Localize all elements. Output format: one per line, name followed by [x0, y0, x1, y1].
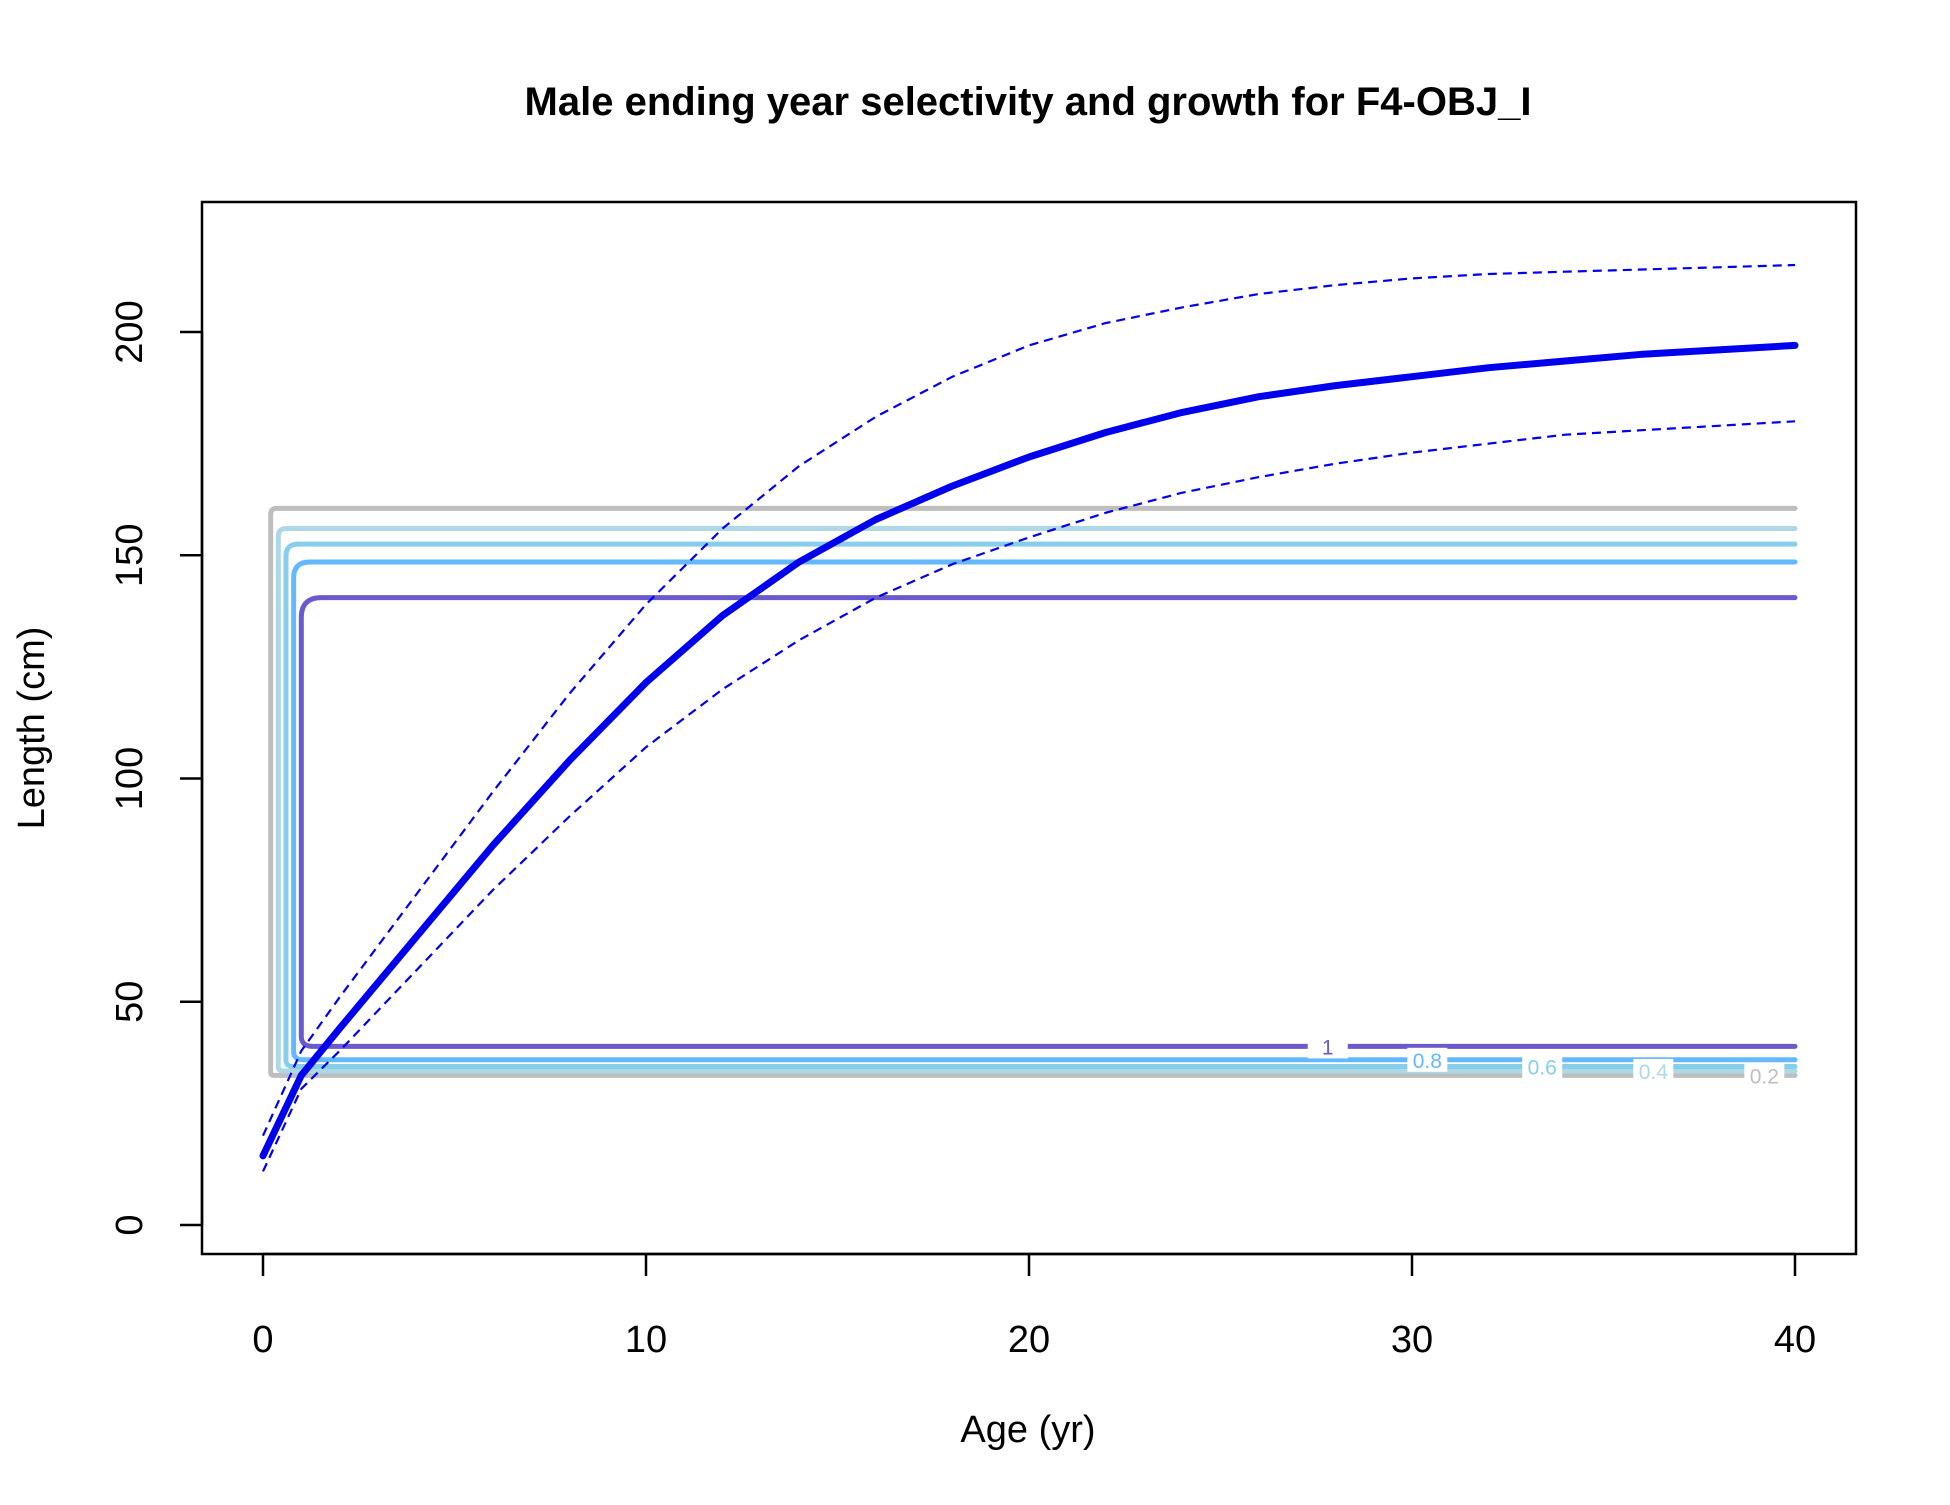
contour-label-gap-0-2	[1744, 1063, 1785, 1088]
contour-label-1: 1	[1322, 1036, 1334, 1059]
y-axis-label: Length (cm)	[11, 627, 53, 830]
contour-label-0-4: 0.4	[1639, 1061, 1669, 1084]
growth-lower-ci-line	[262, 420, 1796, 1172]
selectivity-contour-0-8	[291, 559, 1798, 1063]
selectivity-contour-0-4	[275, 525, 1798, 1074]
x-axis-label: Age (yr)	[960, 1409, 1095, 1451]
growth-mean-line	[259, 341, 1799, 1160]
contour-label-0-8: 0.8	[1413, 1050, 1442, 1073]
contour-label-0-2: 0.2	[1750, 1065, 1779, 1088]
contour-label-gap-1	[1307, 1034, 1348, 1059]
y-tick-label: 200	[109, 300, 151, 363]
contour-label-0-6: 0.6	[1528, 1056, 1557, 1079]
selectivity-contour-0-2	[268, 505, 1798, 1078]
y-tick-label: 50	[109, 981, 151, 1023]
y-tick-label: 150	[109, 524, 151, 587]
selectivity-contour-1	[298, 595, 1798, 1049]
contour-label-gap-0-4	[1633, 1058, 1674, 1083]
x-tick-label: 20	[1008, 1319, 1050, 1361]
x-tick-label: 40	[1774, 1319, 1816, 1361]
y-tick-label: 100	[109, 747, 151, 810]
selectivity-contour-0-6	[283, 541, 1798, 1069]
x-tick-label: 0	[252, 1319, 273, 1361]
y-axis: 0 50 100 150 200	[109, 300, 204, 1236]
x-tick-label: 10	[625, 1319, 667, 1361]
y-tick-label: 0	[109, 1214, 151, 1235]
contour-label-gap-0-6	[1522, 1054, 1563, 1079]
x-axis: 0 10 20 30 40	[252, 1252, 1816, 1361]
contour-label-gap-0-8	[1407, 1047, 1448, 1072]
plot-area: 0.2 0.4 0.6 0.8 1	[259, 263, 1799, 1172]
x-tick-label: 30	[1391, 1319, 1433, 1361]
chart-title: Male ending year selectivity and growth …	[525, 80, 1532, 124]
growth-upper-ci-line	[261, 263, 1796, 1137]
